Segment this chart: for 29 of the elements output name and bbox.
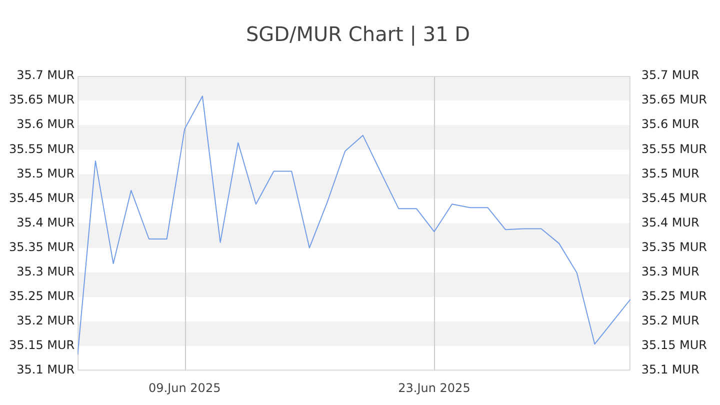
y-tick-label: 35.1 MUR xyxy=(16,362,75,377)
y-tick-label: 35.6 MUR xyxy=(16,117,75,132)
y-tick-label: 35.35 MUR xyxy=(8,240,75,254)
y2-tick-label: 35.45 MUR xyxy=(641,190,708,205)
y-tick-label: 35.55 MUR xyxy=(8,142,75,156)
y2-tick-label: 35.25 MUR xyxy=(641,289,708,304)
y2-tick-label: 35.55 MUR xyxy=(641,142,708,156)
y2-tick-label: 35.7 MUR xyxy=(641,68,700,82)
y2-tick-label: 35.5 MUR xyxy=(641,166,700,180)
y2-tick-label: 35.2 MUR xyxy=(641,314,700,328)
y-tick-label: 35.3 MUR xyxy=(16,264,75,279)
x-tick-label: 23.Jun 2025 xyxy=(398,380,470,395)
y-tick-label: 35.2 MUR xyxy=(16,314,75,328)
chart-title: SGD/MUR Chart | 31 D xyxy=(246,22,470,46)
y2-tick-label: 35.6 MUR xyxy=(641,117,700,132)
x-tick-label: 09.Jun 2025 xyxy=(148,380,221,395)
y2-tick-label: 35.3 MUR xyxy=(641,264,700,279)
y2-tick-label: 35.35 MUR xyxy=(641,240,708,254)
y-tick-label: 35.4 MUR xyxy=(16,215,75,230)
y-tick-label: 35.15 MUR xyxy=(8,338,75,352)
y2-tick-label: 35.1 MUR xyxy=(641,362,700,377)
y-tick-label: 35.65 MUR xyxy=(8,92,75,107)
y2-tick-label: 35.65 MUR xyxy=(641,92,708,107)
y-tick-label: 35.45 MUR xyxy=(8,190,75,205)
y2-tick-label: 35.15 MUR xyxy=(641,338,708,352)
y-tick-label: 35.5 MUR xyxy=(16,166,75,180)
y-tick-label: 35.7 MUR xyxy=(16,68,75,82)
y-tick-label: 35.25 MUR xyxy=(8,289,75,304)
y2-tick-label: 35.4 MUR xyxy=(641,215,700,230)
